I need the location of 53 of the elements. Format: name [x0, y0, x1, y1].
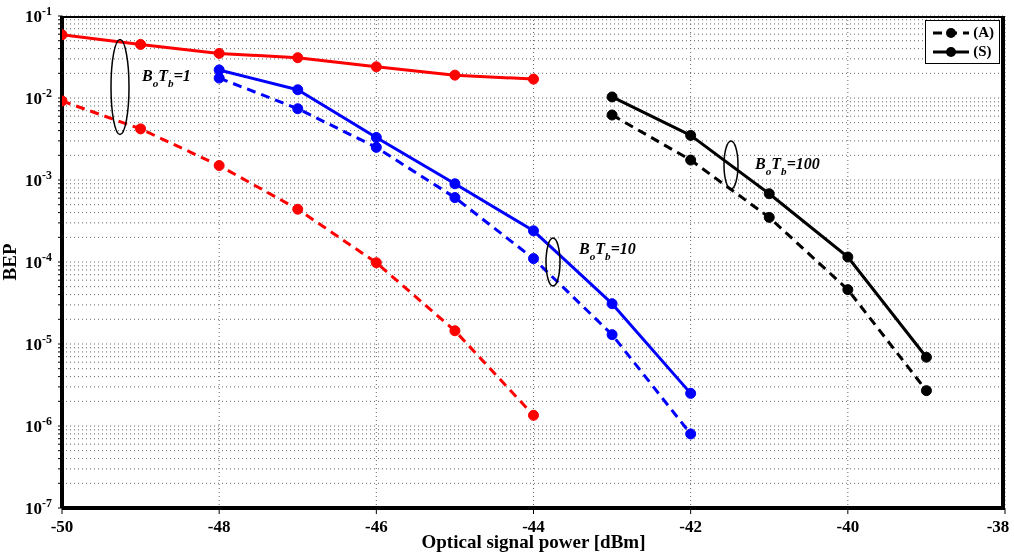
- x-tick-label: -40: [836, 517, 860, 536]
- point: [449, 178, 461, 190]
- point: [842, 251, 854, 263]
- point: [685, 428, 697, 440]
- y-axis-title: BEP: [0, 243, 20, 281]
- point: [685, 154, 697, 166]
- annotation: B$_{o}$T$_{b}$=10: [578, 240, 636, 262]
- point: [606, 109, 618, 121]
- annotation: B$_{o}$T$_{b}$=100: [754, 155, 820, 177]
- point: [528, 253, 539, 265]
- point: [292, 84, 304, 96]
- y-tick-label: 10$^{-3}$: [25, 168, 53, 190]
- y-tick-label: 10$^{-7}$: [25, 496, 53, 518]
- x-tick-label: -42: [679, 517, 702, 536]
- point: [763, 211, 775, 223]
- x-tick-label: -46: [365, 517, 388, 536]
- point: [606, 91, 618, 103]
- point: [370, 257, 382, 269]
- point: [528, 73, 539, 85]
- y-tick-label: 10$^{-1}$: [25, 4, 53, 26]
- y-tick-label: 10$^{-6}$: [25, 414, 53, 436]
- annotation: B$_{o}$T$_{b}$=1: [141, 67, 191, 89]
- point: [135, 38, 147, 50]
- x-tick-label: -50: [50, 517, 74, 536]
- legend-label: (S): [973, 43, 992, 60]
- point: [370, 131, 382, 143]
- x-tick-label: -48: [207, 517, 231, 536]
- point: [292, 203, 304, 215]
- point: [213, 160, 225, 172]
- point: [370, 61, 382, 73]
- y-tick-label: 10$^{-2}$: [25, 86, 53, 108]
- legend-label: (A): [973, 24, 994, 41]
- point: [213, 47, 225, 59]
- point: [606, 298, 618, 310]
- point: [528, 225, 539, 237]
- point: [449, 69, 461, 81]
- point: [528, 409, 539, 421]
- point: [920, 385, 932, 397]
- point: [920, 351, 932, 363]
- x-tick-label: -38: [986, 517, 1010, 536]
- point: [449, 325, 461, 337]
- point: [606, 329, 618, 341]
- y-tick-label: 10$^{-5}$: [25, 332, 53, 354]
- point: [292, 103, 304, 115]
- point: [135, 123, 147, 135]
- point: [685, 129, 697, 141]
- y-tick-label: 10$^{-4}$: [25, 250, 53, 272]
- point: [685, 387, 697, 399]
- point: [292, 52, 304, 64]
- point: [449, 192, 461, 204]
- point: [763, 188, 775, 200]
- point: [842, 284, 854, 296]
- point: [370, 141, 382, 153]
